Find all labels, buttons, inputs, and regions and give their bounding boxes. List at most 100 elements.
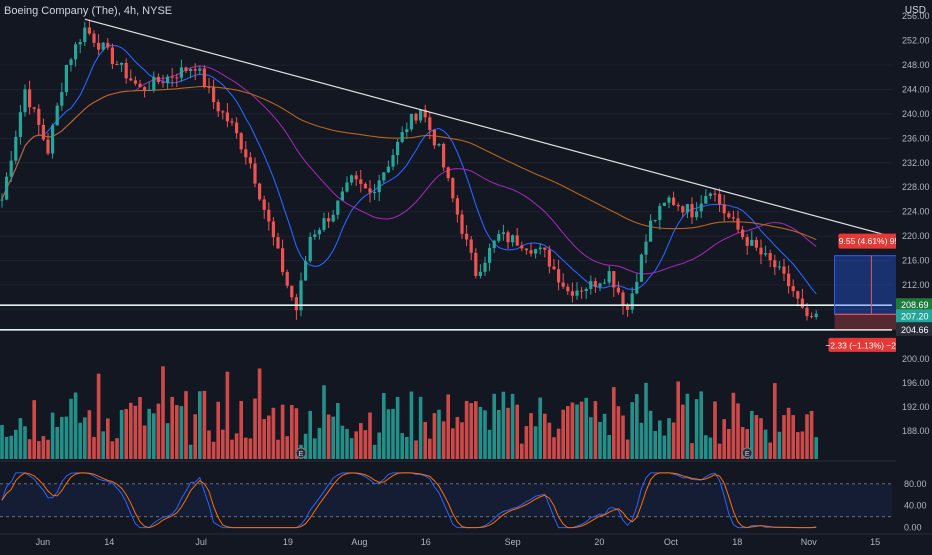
volume-bar	[800, 431, 805, 459]
candle	[414, 113, 418, 121]
candle	[161, 82, 165, 84]
candle	[442, 143, 446, 168]
candle	[704, 195, 708, 204]
volume-bar	[547, 422, 552, 459]
volume-bar	[271, 407, 276, 459]
candle	[147, 89, 151, 91]
candle	[483, 262, 487, 272]
candle	[419, 109, 423, 121]
candle	[736, 218, 740, 230]
volume-bar	[579, 401, 584, 459]
candle	[9, 160, 13, 177]
candle	[189, 69, 193, 72]
candle	[626, 305, 630, 310]
volume-bar	[593, 401, 598, 459]
time-tick-label: 14	[104, 537, 114, 547]
volume-bar	[510, 393, 515, 459]
candle	[777, 266, 781, 268]
price-tick-label: 256.00	[902, 11, 930, 21]
candle	[741, 229, 745, 238]
volume-bar	[612, 387, 616, 459]
price-tick-label: 224.00	[902, 207, 930, 217]
candle	[373, 192, 377, 194]
volume-bar	[566, 406, 570, 459]
candle	[451, 178, 455, 199]
candle	[170, 76, 174, 78]
volume-bar	[423, 421, 427, 459]
volume-bar	[73, 392, 78, 459]
volume-bar	[529, 413, 533, 459]
volume-bar	[497, 409, 501, 459]
volume-bar	[133, 405, 138, 459]
volume-bar	[18, 418, 23, 459]
volume-bar	[359, 423, 363, 459]
earnings-marker-1	[295, 447, 307, 459]
candle	[202, 68, 206, 87]
volume-bar	[331, 416, 335, 459]
candle	[400, 132, 404, 142]
candle	[14, 136, 18, 161]
candle	[382, 172, 386, 181]
volume-bar	[55, 426, 59, 459]
volume-bar	[9, 435, 13, 459]
volume-bar	[671, 422, 676, 459]
price-badge-2	[896, 309, 932, 323]
volume-bar	[386, 409, 391, 459]
symbol-title[interactable]: Boeing Company (The), 4h, NYSE	[4, 5, 173, 17]
candle	[722, 204, 726, 214]
volume-bar	[372, 444, 377, 459]
candle	[78, 42, 82, 45]
volume-bar	[524, 426, 529, 459]
volume-bar	[625, 439, 630, 459]
candle	[253, 163, 257, 184]
candle	[152, 76, 156, 90]
candle	[810, 316, 814, 318]
candle	[662, 202, 666, 206]
volume-bar	[759, 418, 763, 459]
volume-bar	[763, 429, 768, 459]
candle	[538, 247, 542, 250]
candle	[543, 247, 547, 250]
price-badge-label: 204.66	[901, 325, 929, 335]
volume-bar	[64, 416, 69, 459]
volume-bar	[119, 409, 124, 459]
volume-bar	[607, 434, 611, 459]
candle	[396, 141, 400, 156]
volume-bar	[50, 412, 55, 459]
candle	[83, 27, 87, 43]
candle	[805, 307, 809, 317]
volume-bar	[349, 438, 354, 459]
volume-bar	[336, 403, 340, 459]
volume-bar	[648, 410, 653, 459]
price-badge-1	[896, 298, 932, 312]
volume-bar	[736, 403, 740, 459]
volume-bar	[740, 427, 745, 459]
volume-bar	[639, 422, 644, 459]
candle	[212, 87, 216, 103]
candle	[5, 176, 9, 200]
candle	[570, 291, 574, 296]
candle	[446, 167, 450, 179]
volume-tick-label: 188.00	[902, 426, 930, 436]
volume-bar	[313, 438, 317, 459]
candle	[727, 213, 731, 218]
volume-bar	[506, 407, 510, 459]
price-badge-3	[896, 322, 932, 336]
candle	[649, 220, 653, 242]
price-tick-label: 252.00	[902, 36, 930, 46]
candle	[566, 286, 570, 292]
candle	[501, 232, 505, 234]
price-tick-label: 232.00	[902, 158, 930, 168]
volume-bar	[455, 416, 460, 459]
volume-bar	[115, 438, 119, 459]
earnings-marker-label: E	[745, 451, 750, 458]
candle	[271, 221, 275, 238]
candle	[28, 89, 32, 108]
volume-bar	[791, 415, 795, 459]
volume-bar	[630, 402, 634, 459]
candle	[267, 209, 271, 222]
volume-bar	[437, 409, 441, 459]
volume-bar	[395, 396, 400, 459]
